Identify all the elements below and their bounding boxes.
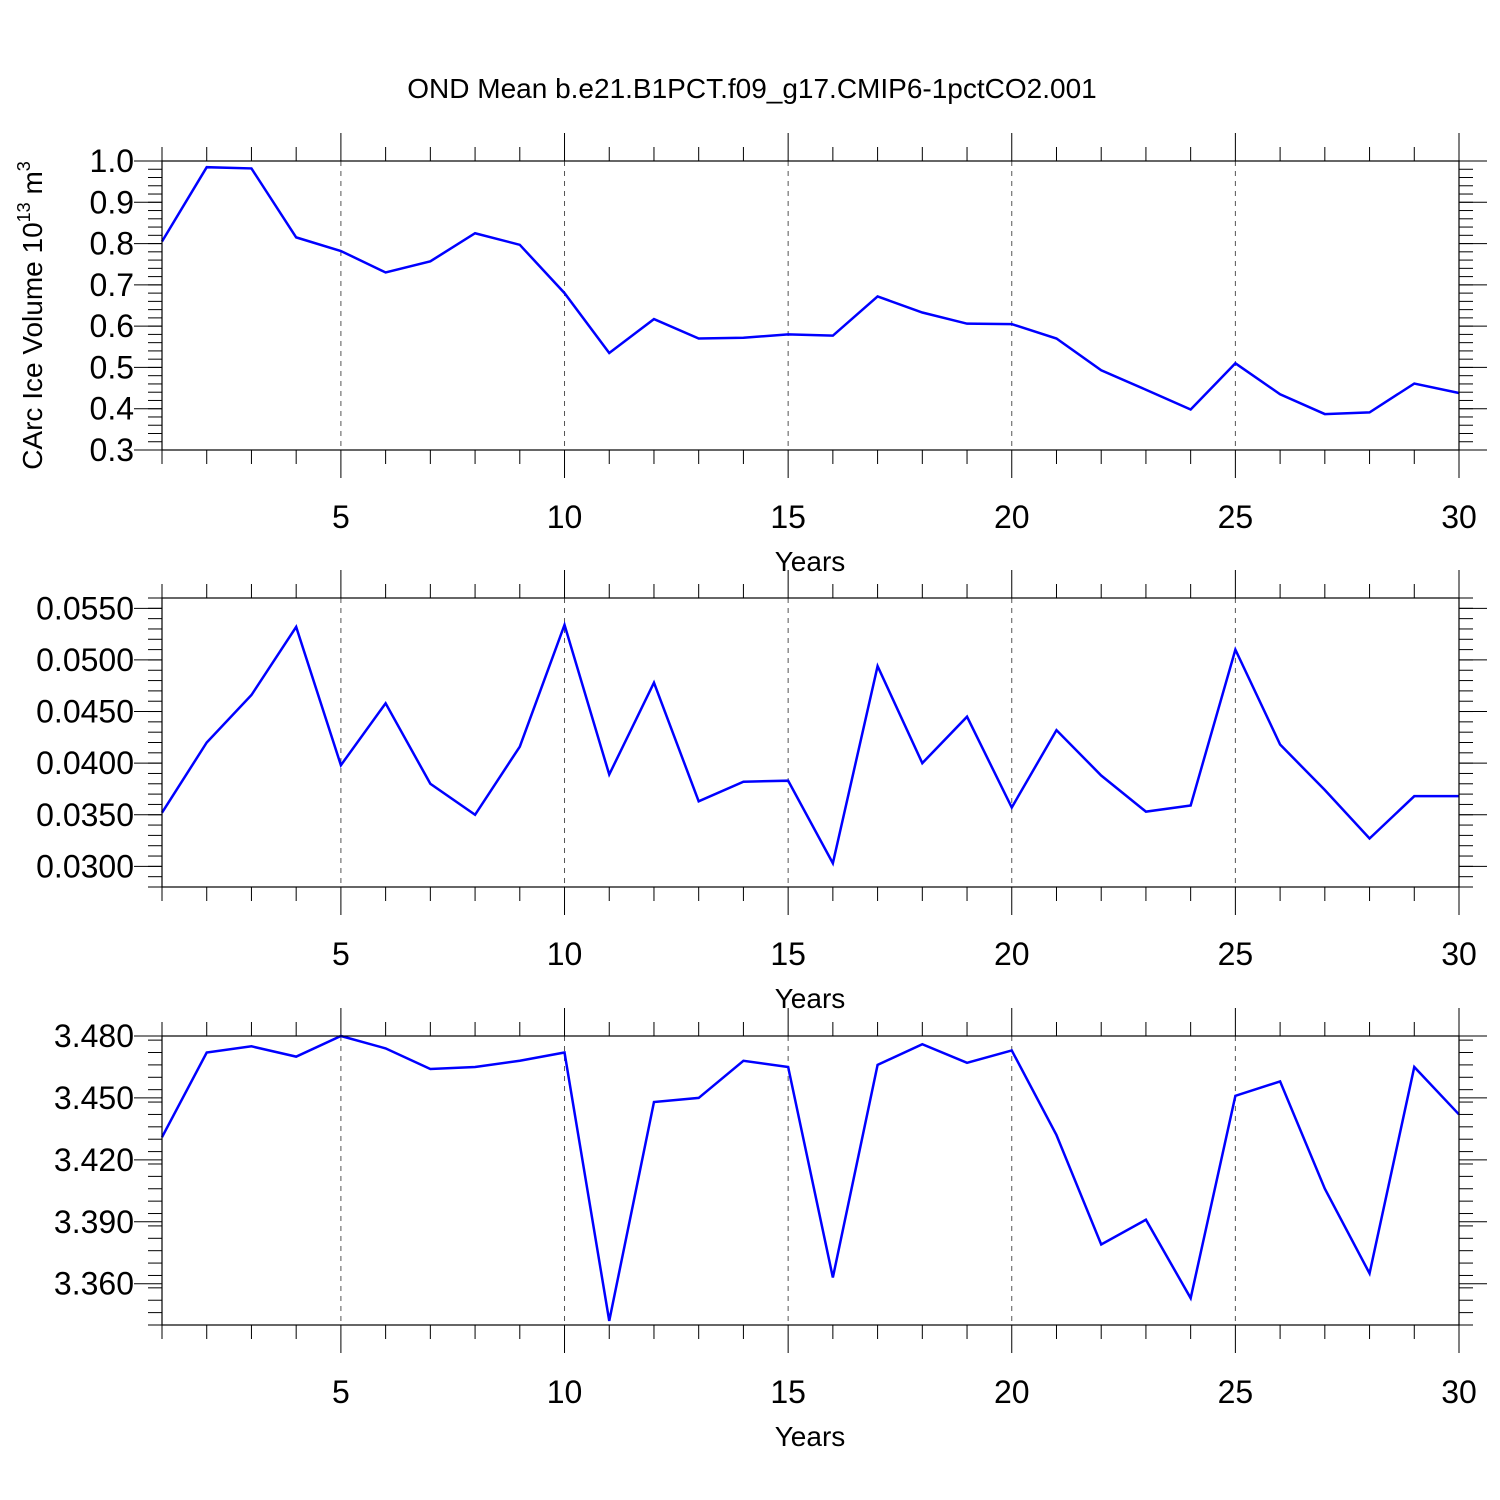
y-tick-label: 0.6 [90,308,134,344]
plot-frame [161,597,1460,888]
x-tick-label: 25 [1218,1374,1254,1410]
x-axis-label: Years [775,983,846,1014]
series-line [160,1034,1460,1322]
x-tick-label: 10 [547,1374,583,1410]
series-line [160,620,1459,867]
x-axis-label: Years [775,546,846,577]
x-tick-label: 20 [994,1374,1030,1410]
y-tick-label: 0.7 [90,267,134,303]
panel-3: 3.360 3.390 3.420 3.450 3.480 5 10 15 20 25 30 Year… [54,1008,1487,1452]
x-tick-label: 5 [332,936,350,972]
x-tick-label: 15 [770,936,806,972]
plot-frame [161,1035,1460,1326]
x-tick-label: 25 [1218,936,1254,972]
y-tick-label: 0.0500 [36,642,134,678]
y-tick-label: 0.4 [90,391,134,427]
y-tick-label: 0.5 [90,349,134,385]
y-tick-label: 0.0450 [36,694,134,730]
y-tick-label: 0.8 [90,226,134,262]
y-tick-label: 0.0550 [36,590,134,626]
y-tick-label: 0.3 [90,432,134,468]
y-tick-label: 3.390 [54,1204,134,1240]
x-axis-label: Years [775,1421,846,1452]
figure-title: OND Mean b.e21.B1PCT.f09_g17.CMIP6-1pctC… [407,73,1096,104]
x-tick-label: 10 [547,499,583,535]
y-tick-label: 3.480 [54,1018,134,1054]
x-tick-label: 30 [1441,936,1477,972]
x-tick-label: 30 [1441,1374,1477,1410]
y-tick-label: 0.0400 [36,745,134,781]
plots: 0.3 0.4 0.5 0.6 0.7 0.8 0.9 1.0 5 10 15 20 25 30 Years… [14,133,1487,1452]
x-tick-label: 25 [1218,499,1254,535]
y-tick-label: 0.0350 [36,797,134,833]
x-tick-label: 20 [994,936,1030,972]
x-tick-label: 5 [332,499,350,535]
y-tick-label: 1.0 [90,143,134,179]
x-tick-label: 30 [1441,499,1477,535]
x-tick-label: 10 [547,936,583,972]
y-tick-label: 3.420 [54,1142,134,1178]
y-tick-label: 3.450 [54,1080,134,1116]
x-tick-label: 15 [770,499,806,535]
panel-2: 0.0300 0.0350 0.0400 0.0450 0.0500 0.0550 5 10 1… [36,570,1487,1014]
y-tick-label: 0.0300 [36,848,134,884]
plot-frame [161,160,1460,451]
panel-1: 0.3 0.4 0.5 0.6 0.7 0.8 0.9 1.0 5 10 15 20 25 30 Years… [14,133,1487,577]
y-axis-label: CArc Ice Volume 1013 m3 [14,161,48,470]
x-tick-label: 15 [770,1374,806,1410]
y-tick-label: 0.9 [90,184,134,220]
x-tick-label: 5 [332,1374,350,1410]
y-tick-label: 3.360 [54,1266,134,1302]
x-tick-label: 20 [994,499,1030,535]
series-line [160,165,1460,416]
